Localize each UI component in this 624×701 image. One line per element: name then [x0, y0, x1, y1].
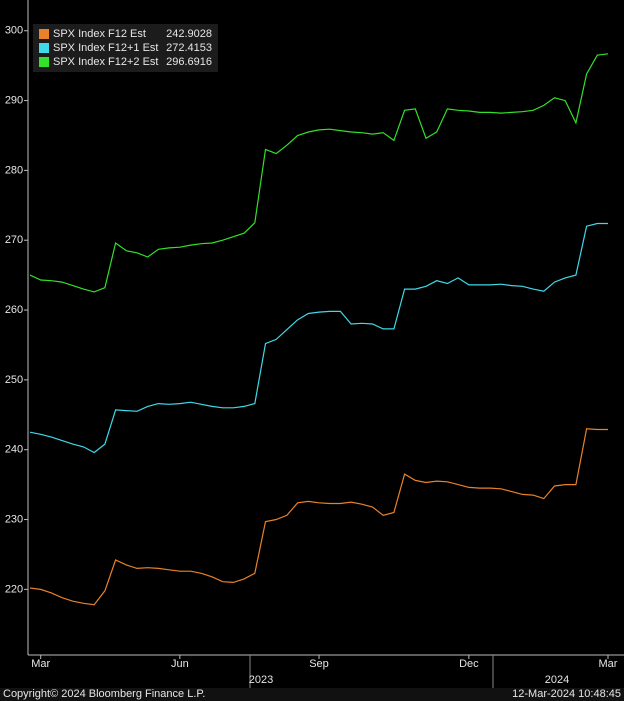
y-tick-label: 280: [5, 164, 23, 176]
x-tick-label: Jun: [171, 658, 189, 670]
legend-swatch: [39, 57, 49, 67]
footer-bar: [0, 688, 624, 701]
y-tick-label: 240: [5, 444, 23, 456]
x-tick-label: Dec: [459, 658, 479, 670]
legend-value: 242.9028: [166, 28, 212, 40]
copyright: Copyright© 2024 Bloomberg Finance L.P.: [3, 688, 205, 700]
y-tick-label: 220: [5, 583, 23, 595]
legend-value: 272.4153: [166, 42, 212, 54]
year-label: 2023: [249, 674, 273, 686]
y-tick-label: 270: [5, 234, 23, 246]
legend-value: 296.6916: [166, 56, 212, 68]
y-tick-label: 260: [5, 304, 23, 316]
legend-box: [33, 24, 218, 72]
legend-label: SPX Index F12+2 Est: [53, 56, 158, 68]
series-line: [29, 222, 608, 454]
series-line: [29, 53, 609, 293]
legend-swatch: [39, 29, 49, 39]
y-tick-label: 250: [5, 374, 23, 386]
legend-label: SPX Index F12 Est: [53, 28, 146, 40]
legend-swatch: [39, 43, 49, 53]
legend-label: SPX Index F12+1 Est: [53, 42, 158, 54]
x-tick-label: Sep: [309, 658, 329, 670]
y-tick-label: 300: [5, 25, 23, 37]
year-label: 2024: [545, 674, 569, 686]
x-tick-label: Mar: [599, 658, 618, 670]
y-tick-label: 230: [5, 513, 23, 525]
x-tick-label: Mar: [31, 658, 50, 670]
y-tick-label: 290: [5, 94, 23, 106]
timestamp: 12-Mar-2024 10:48:45: [512, 688, 621, 700]
series-line: [29, 428, 608, 606]
